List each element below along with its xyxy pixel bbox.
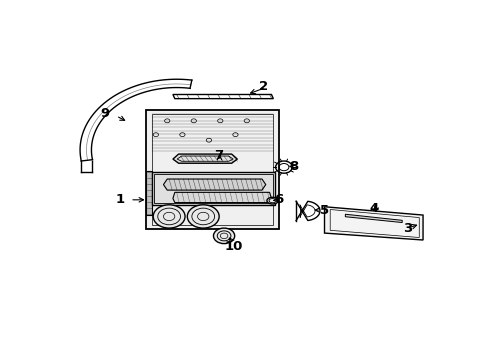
Polygon shape [173,192,271,203]
Polygon shape [152,172,275,205]
Polygon shape [163,179,265,190]
Polygon shape [324,207,422,240]
Text: 7: 7 [213,149,223,162]
Text: 3: 3 [403,222,412,235]
Text: 1: 1 [115,193,124,206]
Circle shape [187,205,219,228]
Text: 6: 6 [274,193,283,206]
Text: 10: 10 [224,240,242,253]
Polygon shape [345,214,401,222]
Ellipse shape [266,197,278,204]
Circle shape [153,205,184,228]
Circle shape [213,228,234,244]
Text: 2: 2 [259,80,268,93]
Polygon shape [173,154,237,163]
Text: 9: 9 [100,107,109,120]
Text: 8: 8 [289,160,298,173]
Text: 4: 4 [368,202,378,215]
Polygon shape [146,110,279,229]
Polygon shape [146,171,152,215]
Text: 5: 5 [319,204,328,217]
